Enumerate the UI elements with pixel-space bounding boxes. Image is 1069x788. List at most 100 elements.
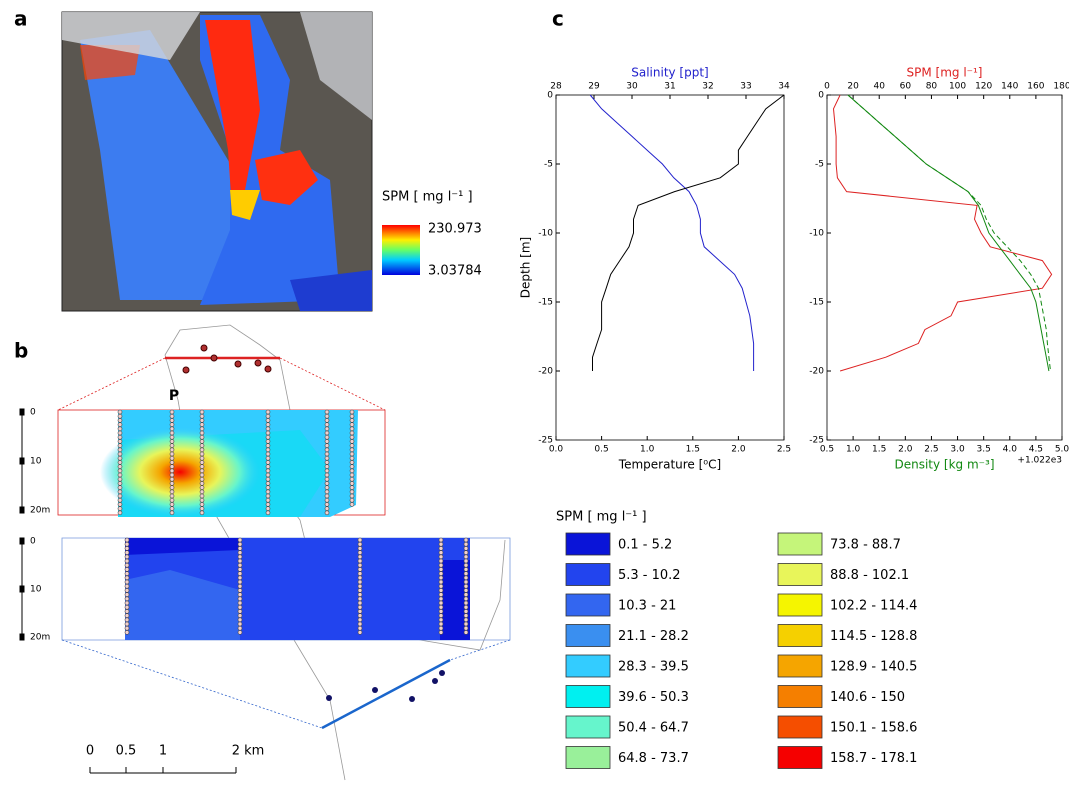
- sample-dot: [199, 502, 205, 507]
- sample-dot: [438, 592, 444, 597]
- sample-dot: [117, 506, 123, 511]
- x-tick-label: 1.5: [872, 445, 886, 455]
- sample-dot: [324, 460, 330, 465]
- x-tick-label: 1.0: [846, 445, 861, 455]
- sample-dot: [438, 609, 444, 614]
- sample-dot: [438, 583, 444, 589]
- x-tick-label: 140: [1001, 82, 1018, 92]
- sample-dot: [237, 571, 243, 576]
- sample-dot: [199, 472, 205, 478]
- sample-dot: [324, 510, 330, 516]
- sample-dot: [324, 485, 330, 490]
- sample-dot: [124, 579, 130, 585]
- sample-dot: [349, 447, 355, 453]
- legend-label: 28.3 - 39.5: [618, 660, 689, 675]
- sample-dot: [117, 476, 123, 482]
- x-tick-label: 60: [900, 82, 912, 92]
- legend-swatch: [777, 715, 823, 739]
- legend-label: 50.4 - 64.7: [618, 721, 689, 736]
- x-tick-label: 0: [824, 82, 830, 92]
- sample-dot: [324, 455, 330, 461]
- sample-dot: [324, 506, 330, 511]
- sample-dot: [124, 575, 130, 581]
- sample-dot: [117, 497, 123, 503]
- sample-dot: [237, 613, 243, 618]
- sample-dot: [324, 489, 330, 495]
- y-tick-label: 0: [818, 91, 824, 101]
- legend-swatch: [565, 532, 611, 556]
- sample-dot: [169, 502, 175, 507]
- sample-dot: [349, 476, 355, 482]
- sample-dot: [357, 596, 363, 602]
- sample-dot: [438, 562, 444, 568]
- sample-dot: [357, 546, 363, 551]
- sample-dot: [124, 625, 130, 631]
- depth-label: 10: [30, 457, 42, 467]
- sample-dot: [237, 609, 243, 614]
- sample-dot: [357, 567, 363, 572]
- y-tick-label: 0: [547, 91, 553, 101]
- y-tick-label: -15: [538, 298, 553, 308]
- sample-dot: [199, 439, 205, 444]
- sample-dot: [199, 464, 205, 469]
- sample-dot: [124, 596, 130, 602]
- sample-dot: [324, 472, 330, 478]
- sample-dot: [463, 609, 469, 614]
- sample-dot: [438, 579, 444, 585]
- contour: [440, 560, 470, 640]
- profile-line: [847, 94, 1050, 372]
- x2-axis-label: Salinity [ppt]: [631, 66, 709, 80]
- sample-dot: [357, 588, 363, 593]
- legend-swatch: [777, 654, 823, 678]
- legend-swatch: [777, 563, 823, 586]
- sample-dot: [117, 409, 123, 415]
- sample-dot: [117, 510, 123, 516]
- colorbar-title: SPM [ mg l⁻¹ ]: [382, 190, 473, 205]
- sample-dot: [463, 630, 469, 635]
- sample-dot: [124, 592, 130, 597]
- sample-dot: [357, 609, 363, 614]
- legend-swatch: [565, 746, 611, 769]
- x-tick-label: 2.0: [731, 445, 746, 455]
- sample-dot: [463, 562, 469, 568]
- y-tick-label: -10: [538, 229, 553, 239]
- depth-label: 0: [30, 537, 36, 547]
- depth-tick: [19, 537, 25, 545]
- stations-red: [182, 344, 272, 374]
- sample-dot: [237, 554, 243, 560]
- sample-dot: [357, 558, 363, 564]
- sample-dot: [357, 537, 363, 543]
- sample-dot: [199, 506, 205, 511]
- sample-dot: [357, 600, 363, 606]
- sample-dot: [199, 426, 205, 432]
- sample-dot: [237, 596, 243, 602]
- sample-dot: [117, 447, 123, 453]
- sample-dot: [169, 409, 175, 415]
- legend-label: 0.1 - 5.2: [618, 538, 672, 553]
- sample-dot: [237, 621, 243, 627]
- contour: [125, 570, 240, 640]
- sample-dot: [237, 583, 243, 589]
- panel-label: a: [14, 7, 28, 31]
- sample-dot: [237, 558, 243, 564]
- x-tick-label: 160: [1027, 82, 1044, 92]
- x-tick-label: 1.5: [686, 445, 700, 455]
- sample-dot: [349, 426, 355, 432]
- sample-dot: [438, 546, 444, 551]
- sample-dot: [463, 554, 469, 560]
- x-tick-label: 180: [1053, 82, 1069, 92]
- sample-dot: [324, 493, 330, 499]
- sample-dot: [324, 476, 330, 482]
- sample-dot: [349, 464, 355, 469]
- sample-dot: [349, 489, 355, 495]
- sample-dot: [265, 481, 271, 486]
- sample-dot: [463, 541, 469, 547]
- sample-dot: [438, 575, 444, 581]
- sample-dot: [349, 422, 355, 427]
- colorbar-min: 3.03784: [428, 264, 482, 279]
- legend-label: 73.8 - 88.7: [830, 538, 901, 553]
- x-tick-label: 33: [740, 82, 751, 92]
- sample-dot: [169, 451, 175, 457]
- sample-dot: [463, 558, 469, 564]
